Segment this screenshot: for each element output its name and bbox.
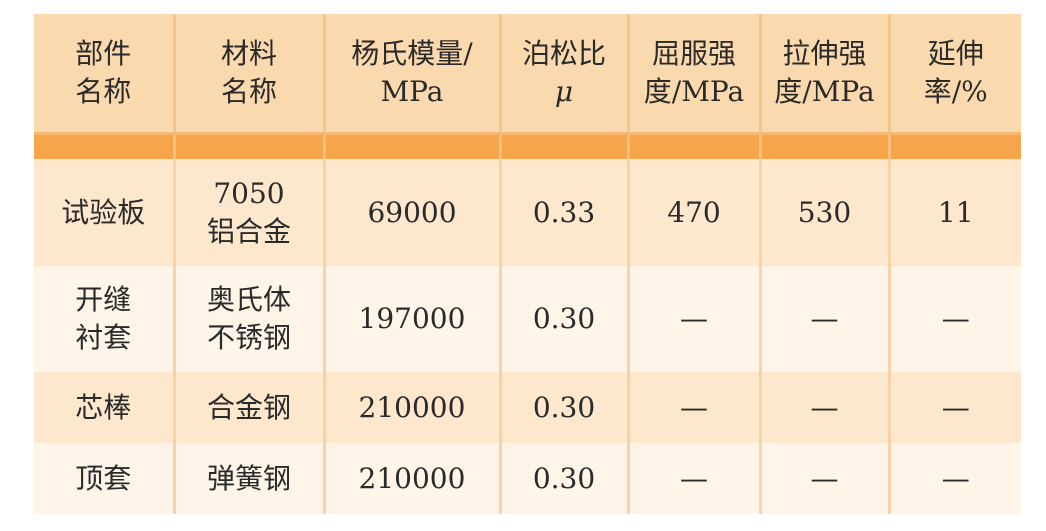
cell-poisson-ratio: 0.30 — [498, 443, 628, 514]
cell-poisson-ratio: 0.30 — [498, 266, 628, 372]
cell-poisson-ratio: 0.33 — [498, 159, 628, 266]
cell-material-name: 弹簧钢 — [172, 443, 324, 514]
header-elongation: 延伸 率/% — [887, 14, 1021, 135]
cell-poisson-ratio: 0.30 — [498, 372, 628, 443]
cell-elongation: — — [887, 266, 1021, 372]
cell-youngs-modulus: 210000 — [322, 372, 500, 443]
cell-tensile-strength: — — [758, 443, 889, 514]
cell-tensile-strength: 530 — [758, 159, 889, 266]
cell-part-name: 顶套 — [34, 443, 174, 514]
material-properties-table-container: 部件 名称 材料 名称 杨氏模量/ MPa 泊松比 μ 屈服强 度/MPa — [34, 14, 1021, 514]
table-row: 试验板 7050 铝合金 69000 0.33 470 530 11 — [34, 159, 1021, 266]
table-row: 开缝 衬套 奥氏体 不锈钢 197000 0.30 — — — — [34, 266, 1021, 372]
header-material-name: 材料 名称 — [172, 14, 324, 135]
table-top-bar — [34, 133, 1021, 159]
cell-part-name: 开缝 衬套 — [34, 266, 174, 372]
header-tensile-strength: 拉伸强 度/MPa — [758, 14, 889, 135]
cell-tensile-strength: — — [758, 372, 889, 443]
cell-yield-strength: — — [626, 443, 760, 514]
cell-material-name: 7050 铝合金 — [172, 159, 324, 266]
cell-elongation: — — [887, 372, 1021, 443]
cell-part-name: 试验板 — [34, 159, 174, 266]
header-yield-strength: 屈服强 度/MPa — [626, 14, 760, 135]
cell-elongation: — — [887, 443, 1021, 514]
table-row: 顶套 弹簧钢 210000 0.30 — — — — [34, 443, 1021, 514]
cell-tensile-strength: — — [758, 266, 889, 372]
table-row: 芯棒 合金钢 210000 0.30 — — — — [34, 372, 1021, 443]
cell-material-name: 合金钢 — [172, 372, 324, 443]
header-poisson-ratio: 泊松比 μ — [498, 14, 628, 135]
header-youngs-modulus: 杨氏模量/ MPa — [322, 14, 500, 135]
cell-youngs-modulus: 69000 — [322, 159, 500, 266]
cell-yield-strength: — — [626, 372, 760, 443]
cell-yield-strength: 470 — [626, 159, 760, 266]
cell-part-name: 芯棒 — [34, 372, 174, 443]
cell-yield-strength: — — [626, 266, 760, 372]
header-part-name: 部件 名称 — [34, 14, 174, 135]
table-header-row: 部件 名称 材料 名称 杨氏模量/ MPa 泊松比 μ 屈服强 度/MPa — [34, 14, 1021, 135]
cell-youngs-modulus: 210000 — [322, 443, 500, 514]
cell-youngs-modulus: 197000 — [322, 266, 500, 372]
cell-elongation: 11 — [887, 159, 1021, 266]
cell-material-name: 奥氏体 不锈钢 — [172, 266, 324, 372]
material-properties-table: 部件 名称 材料 名称 杨氏模量/ MPa 泊松比 μ 屈服强 度/MPa — [34, 14, 1021, 514]
